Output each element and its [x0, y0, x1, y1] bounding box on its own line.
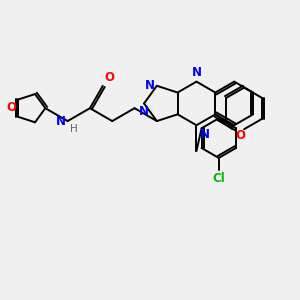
Text: O: O [235, 129, 245, 142]
Text: O: O [6, 101, 16, 114]
Text: N: N [200, 128, 209, 141]
Text: N: N [139, 105, 149, 119]
Text: N: N [145, 79, 155, 92]
Text: Cl: Cl [212, 172, 225, 185]
Text: N: N [191, 66, 202, 79]
Text: O: O [105, 71, 115, 84]
Text: H: H [70, 124, 77, 134]
Text: N: N [56, 115, 66, 128]
